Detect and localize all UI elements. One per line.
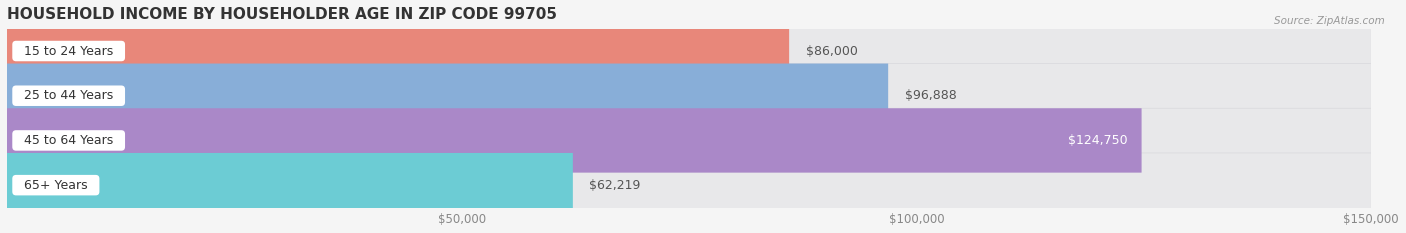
FancyBboxPatch shape bbox=[7, 108, 1371, 173]
Text: HOUSEHOLD INCOME BY HOUSEHOLDER AGE IN ZIP CODE 99705: HOUSEHOLD INCOME BY HOUSEHOLDER AGE IN Z… bbox=[7, 7, 557, 22]
Text: $62,219: $62,219 bbox=[589, 179, 641, 192]
Text: 45 to 64 Years: 45 to 64 Years bbox=[15, 134, 121, 147]
Text: 25 to 44 Years: 25 to 44 Years bbox=[15, 89, 121, 102]
FancyBboxPatch shape bbox=[7, 64, 1371, 128]
Text: $96,888: $96,888 bbox=[904, 89, 956, 102]
Text: 15 to 24 Years: 15 to 24 Years bbox=[15, 45, 121, 58]
FancyBboxPatch shape bbox=[7, 19, 1371, 83]
FancyBboxPatch shape bbox=[7, 64, 889, 128]
FancyBboxPatch shape bbox=[7, 153, 572, 217]
Text: Source: ZipAtlas.com: Source: ZipAtlas.com bbox=[1274, 16, 1385, 26]
FancyBboxPatch shape bbox=[7, 153, 1371, 217]
Text: $124,750: $124,750 bbox=[1069, 134, 1128, 147]
FancyBboxPatch shape bbox=[7, 108, 1142, 173]
Text: $86,000: $86,000 bbox=[806, 45, 858, 58]
Text: 65+ Years: 65+ Years bbox=[15, 179, 96, 192]
FancyBboxPatch shape bbox=[7, 19, 789, 83]
